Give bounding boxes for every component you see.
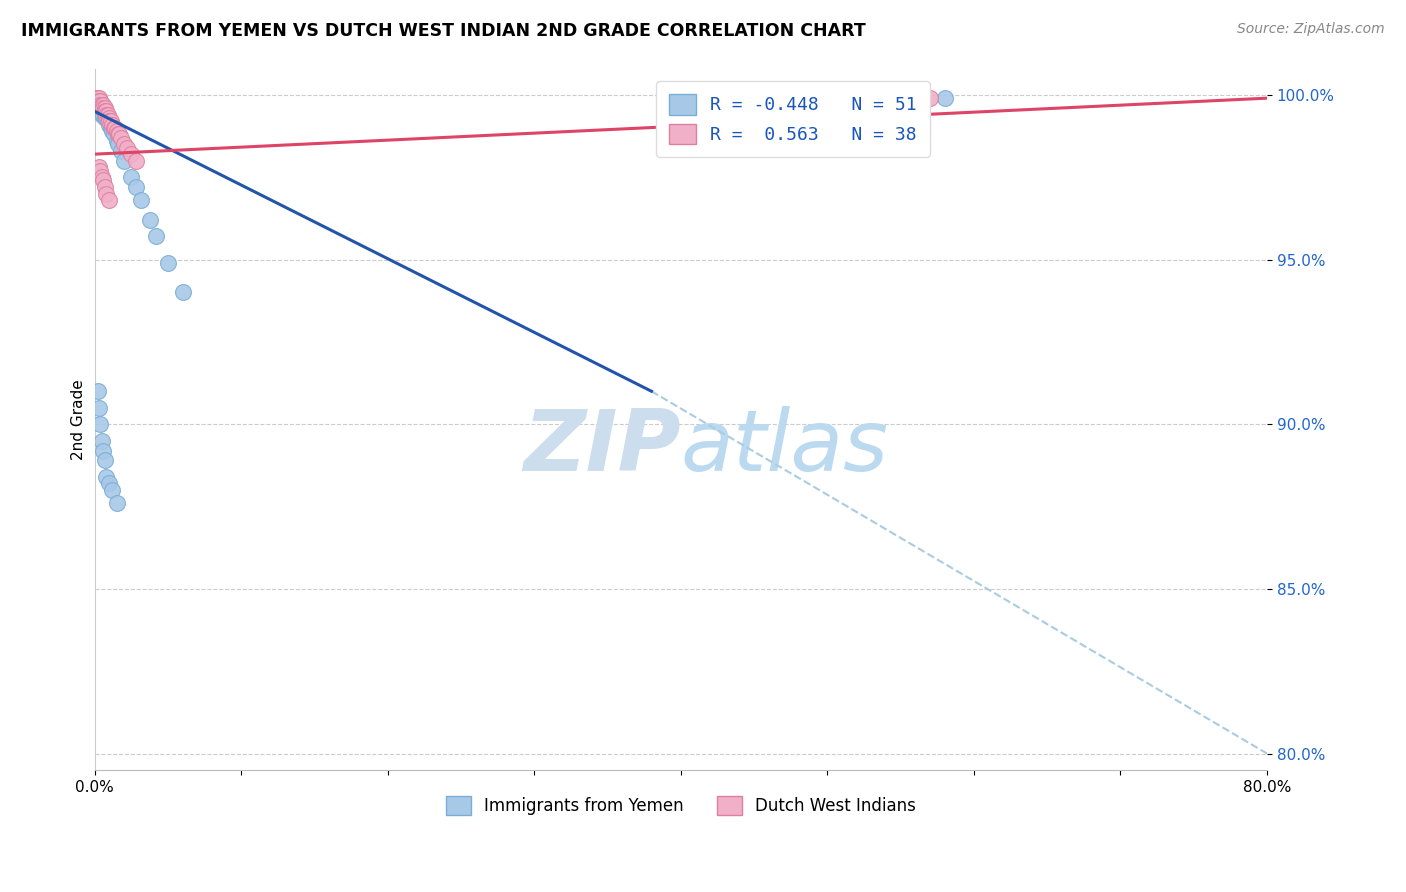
Point xyxy=(97,108,120,122)
Point xyxy=(93,101,115,115)
Legend: Immigrants from Yemen, Dutch West Indians: Immigrants from Yemen, Dutch West Indian… xyxy=(436,786,927,825)
Point xyxy=(90,108,112,122)
Text: IMMIGRANTS FROM YEMEN VS DUTCH WEST INDIAN 2ND GRADE CORRELATION CHART: IMMIGRANTS FROM YEMEN VS DUTCH WEST INDI… xyxy=(21,22,866,40)
Point xyxy=(86,95,108,109)
Point xyxy=(124,153,146,168)
Text: Source: ZipAtlas.com: Source: ZipAtlas.com xyxy=(1237,22,1385,37)
Point xyxy=(131,193,153,207)
Point xyxy=(98,193,121,207)
Point xyxy=(87,161,110,175)
Point xyxy=(94,104,117,119)
Point xyxy=(110,130,132,145)
Point xyxy=(112,153,135,168)
Point xyxy=(89,95,111,109)
Point xyxy=(87,101,110,115)
Point xyxy=(96,108,118,122)
Point xyxy=(89,97,111,112)
Point xyxy=(98,118,121,132)
Point xyxy=(87,91,110,105)
Point xyxy=(94,101,117,115)
Point xyxy=(107,128,129,142)
Point xyxy=(104,120,127,135)
Point xyxy=(94,111,117,125)
Point xyxy=(89,95,111,109)
Text: ZIP: ZIP xyxy=(523,406,681,489)
Point xyxy=(94,453,117,467)
Point xyxy=(100,114,122,128)
Point xyxy=(93,97,115,112)
Point xyxy=(94,180,117,194)
Point xyxy=(172,285,194,300)
Point xyxy=(89,101,111,115)
Point xyxy=(120,147,142,161)
Point xyxy=(98,111,121,125)
Point xyxy=(94,108,117,122)
Point xyxy=(93,101,115,115)
Point xyxy=(97,111,120,125)
Point xyxy=(90,97,112,112)
Point xyxy=(93,443,115,458)
Point xyxy=(105,496,128,510)
Point xyxy=(98,114,121,128)
Point xyxy=(96,108,118,122)
Point xyxy=(96,104,118,119)
Point xyxy=(100,120,122,135)
Point xyxy=(86,95,108,109)
Text: atlas: atlas xyxy=(681,406,889,489)
Point xyxy=(110,144,132,158)
Point xyxy=(89,163,111,178)
Point xyxy=(84,91,107,105)
Point xyxy=(103,120,125,135)
Point xyxy=(108,128,131,142)
Point xyxy=(105,134,128,148)
Point xyxy=(93,173,115,187)
Point xyxy=(101,118,124,132)
Point xyxy=(90,170,112,185)
Point xyxy=(120,170,142,185)
Point xyxy=(90,101,112,115)
Point xyxy=(156,256,179,270)
Point xyxy=(89,417,111,432)
Point xyxy=(96,470,118,484)
Point xyxy=(98,476,121,491)
Point xyxy=(90,434,112,448)
Point xyxy=(89,97,111,112)
Point xyxy=(103,128,125,142)
Point xyxy=(115,140,138,154)
Point xyxy=(90,104,112,119)
Point xyxy=(97,114,120,128)
Point xyxy=(86,97,108,112)
Point xyxy=(107,137,129,152)
Point xyxy=(105,124,128,138)
Point xyxy=(93,104,115,119)
Point xyxy=(918,91,941,105)
Point xyxy=(86,384,108,399)
Point xyxy=(84,91,107,105)
Point xyxy=(101,483,124,497)
Point xyxy=(90,97,112,112)
Point xyxy=(96,111,118,125)
Point xyxy=(86,91,108,105)
Point xyxy=(139,213,162,227)
Point xyxy=(94,104,117,119)
Point xyxy=(87,95,110,109)
Point xyxy=(87,95,110,109)
Point xyxy=(93,108,115,122)
Point xyxy=(89,104,111,119)
Point xyxy=(98,114,121,128)
Point xyxy=(934,91,956,105)
Point xyxy=(145,229,167,244)
Y-axis label: 2nd Grade: 2nd Grade xyxy=(72,379,86,459)
Point xyxy=(96,186,118,201)
Point xyxy=(90,101,112,115)
Point xyxy=(101,124,124,138)
Point xyxy=(124,180,146,194)
Point xyxy=(87,97,110,112)
Point xyxy=(87,401,110,415)
Point xyxy=(112,137,135,152)
